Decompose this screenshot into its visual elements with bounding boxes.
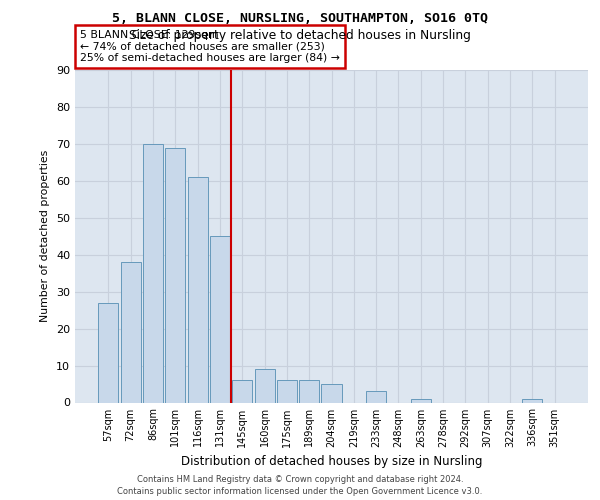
Bar xyxy=(522,399,542,402)
Bar xyxy=(277,380,297,402)
Text: Size of property relative to detached houses in Nursling: Size of property relative to detached ho… xyxy=(129,28,471,42)
Bar xyxy=(322,384,341,402)
X-axis label: Distribution of detached houses by size in Nursling: Distribution of detached houses by size … xyxy=(181,455,482,468)
Bar xyxy=(411,399,431,402)
Bar xyxy=(165,148,185,402)
Bar xyxy=(188,177,208,402)
Bar xyxy=(366,392,386,402)
Bar xyxy=(98,302,118,402)
Bar xyxy=(299,380,319,402)
Text: Contains HM Land Registry data © Crown copyright and database right 2024.
Contai: Contains HM Land Registry data © Crown c… xyxy=(118,474,482,496)
Y-axis label: Number of detached properties: Number of detached properties xyxy=(40,150,50,322)
Bar xyxy=(254,369,275,402)
Bar xyxy=(210,236,230,402)
Bar xyxy=(232,380,252,402)
Text: 5 BLANN CLOSE: 129sqm
← 74% of detached houses are smaller (253)
25% of semi-det: 5 BLANN CLOSE: 129sqm ← 74% of detached … xyxy=(80,30,340,64)
Bar xyxy=(143,144,163,403)
Bar xyxy=(121,262,141,402)
Text: 5, BLANN CLOSE, NURSLING, SOUTHAMPTON, SO16 0TQ: 5, BLANN CLOSE, NURSLING, SOUTHAMPTON, S… xyxy=(112,12,488,24)
